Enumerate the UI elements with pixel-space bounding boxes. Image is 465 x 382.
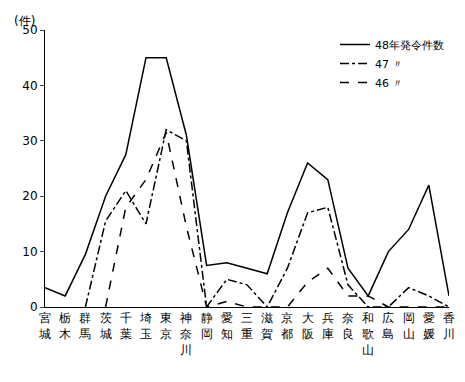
svg-text:神奈川: 神奈川 — [180, 311, 192, 356]
svg-text:10: 10 — [22, 245, 37, 259]
svg-text:47 〃: 47 〃 — [375, 58, 404, 71]
svg-text:香川: 香川 — [443, 311, 455, 341]
svg-text:東京: 東京 — [160, 311, 172, 341]
svg-text:愛媛: 愛媛 — [423, 311, 435, 341]
svg-text:滋賀: 滋賀 — [261, 311, 273, 341]
svg-text:(件): (件) — [14, 14, 35, 28]
svg-text:46 〃: 46 〃 — [375, 77, 404, 90]
svg-text:愛知: 愛知 — [221, 311, 233, 341]
svg-text:茨城: 茨城 — [99, 311, 112, 341]
svg-text:京都: 京都 — [281, 311, 293, 341]
svg-text:兵庫: 兵庫 — [322, 311, 334, 341]
svg-text:奈良: 奈良 — [342, 311, 354, 341]
svg-text:静岡: 静岡 — [201, 311, 213, 341]
svg-text:48年発令件数: 48年発令件数 — [375, 39, 444, 52]
svg-text:20: 20 — [22, 189, 37, 203]
svg-text:三重: 三重 — [241, 311, 253, 341]
svg-text:大阪: 大阪 — [302, 311, 314, 341]
svg-text:40: 40 — [22, 79, 37, 93]
svg-text:群馬: 群馬 — [78, 311, 91, 341]
svg-text:広島: 広島 — [382, 311, 394, 341]
svg-text:0: 0 — [30, 300, 38, 314]
svg-text:埼玉: 埼玉 — [139, 311, 152, 341]
svg-text:千葉: 千葉 — [120, 311, 132, 341]
svg-text:岡山: 岡山 — [403, 311, 415, 341]
svg-text:和歌山: 和歌山 — [362, 311, 374, 356]
svg-text:30: 30 — [22, 134, 37, 148]
svg-text:50: 50 — [22, 23, 37, 37]
svg-text:栃木: 栃木 — [59, 311, 71, 341]
svg-text:宮城: 宮城 — [38, 311, 51, 341]
